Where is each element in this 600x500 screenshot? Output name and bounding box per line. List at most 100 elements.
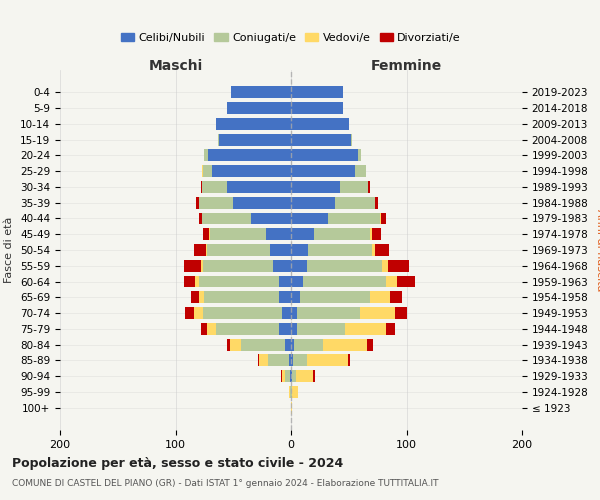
Text: Popolazione per età, sesso e stato civile - 2024: Popolazione per età, sesso e stato civil…: [12, 458, 343, 470]
Bar: [196, 197, 199, 208]
Bar: [227, 181, 291, 193]
Bar: [241, 338, 285, 350]
Bar: [201, 323, 206, 335]
Bar: [295, 338, 323, 350]
Bar: [199, 212, 202, 224]
Bar: [203, 260, 272, 272]
Bar: [397, 276, 415, 287]
Bar: [388, 260, 409, 272]
Bar: [308, 244, 372, 256]
Bar: [185, 307, 194, 319]
Bar: [203, 228, 209, 240]
Bar: [205, 292, 280, 303]
Bar: [291, 150, 358, 162]
Bar: [314, 228, 370, 240]
Bar: [355, 165, 366, 177]
Bar: [291, 86, 343, 98]
Bar: [291, 134, 351, 145]
Bar: [290, 370, 291, 382]
Bar: [231, 86, 291, 98]
Bar: [206, 244, 270, 256]
Bar: [381, 212, 386, 224]
Text: COMUNE DI CASTEL DEL PIANO (GR) - Dati ISTAT 1° gennaio 2024 - Elaborazione TUTT: COMUNE DI CASTEL DEL PIANO (GR) - Dati I…: [12, 479, 439, 488]
Bar: [370, 228, 372, 240]
Bar: [194, 307, 203, 319]
Bar: [220, 134, 291, 145]
Bar: [300, 292, 370, 303]
Bar: [323, 338, 367, 350]
Bar: [386, 323, 395, 335]
Bar: [291, 307, 297, 319]
Bar: [292, 370, 296, 382]
Bar: [380, 212, 381, 224]
Y-axis label: Fasce di età: Fasce di età: [4, 217, 14, 283]
Bar: [227, 102, 291, 114]
Bar: [358, 150, 361, 162]
Bar: [291, 370, 292, 382]
Bar: [291, 402, 292, 413]
Bar: [291, 323, 297, 335]
Bar: [386, 276, 397, 287]
Bar: [291, 354, 293, 366]
Bar: [395, 307, 407, 319]
Bar: [307, 354, 347, 366]
Bar: [216, 118, 291, 130]
Bar: [291, 165, 355, 177]
Bar: [203, 307, 282, 319]
Bar: [313, 370, 315, 382]
Bar: [368, 181, 370, 193]
Bar: [291, 276, 302, 287]
Bar: [280, 323, 291, 335]
Bar: [206, 323, 216, 335]
Bar: [307, 260, 382, 272]
Bar: [184, 276, 195, 287]
Bar: [372, 244, 376, 256]
Bar: [376, 244, 389, 256]
Bar: [293, 354, 307, 366]
Bar: [203, 165, 212, 177]
Bar: [282, 307, 291, 319]
Bar: [335, 197, 376, 208]
Bar: [347, 354, 350, 366]
Bar: [302, 276, 386, 287]
Bar: [202, 165, 203, 177]
Bar: [212, 165, 291, 177]
Bar: [202, 181, 227, 193]
Bar: [216, 323, 280, 335]
Bar: [285, 370, 290, 382]
Bar: [297, 307, 360, 319]
Bar: [208, 150, 291, 162]
Bar: [291, 102, 343, 114]
Bar: [233, 197, 291, 208]
Bar: [202, 212, 251, 224]
Bar: [296, 370, 313, 382]
Bar: [251, 212, 291, 224]
Bar: [285, 338, 291, 350]
Bar: [257, 354, 259, 366]
Bar: [291, 197, 335, 208]
Bar: [291, 386, 292, 398]
Bar: [205, 150, 208, 162]
Bar: [280, 292, 291, 303]
Bar: [290, 386, 291, 398]
Bar: [218, 134, 220, 145]
Bar: [201, 260, 203, 272]
Bar: [297, 323, 345, 335]
Bar: [367, 338, 373, 350]
Bar: [230, 338, 241, 350]
Bar: [328, 212, 380, 224]
Bar: [291, 212, 328, 224]
Bar: [282, 370, 285, 382]
Bar: [391, 292, 402, 303]
Text: Femmine: Femmine: [371, 60, 442, 74]
Bar: [201, 181, 202, 193]
Bar: [345, 323, 386, 335]
Bar: [291, 244, 308, 256]
Bar: [360, 307, 395, 319]
Bar: [270, 244, 291, 256]
Bar: [210, 228, 266, 240]
Bar: [268, 354, 289, 366]
Bar: [199, 292, 205, 303]
Y-axis label: Anni di nascita: Anni di nascita: [595, 209, 600, 291]
Bar: [370, 292, 391, 303]
